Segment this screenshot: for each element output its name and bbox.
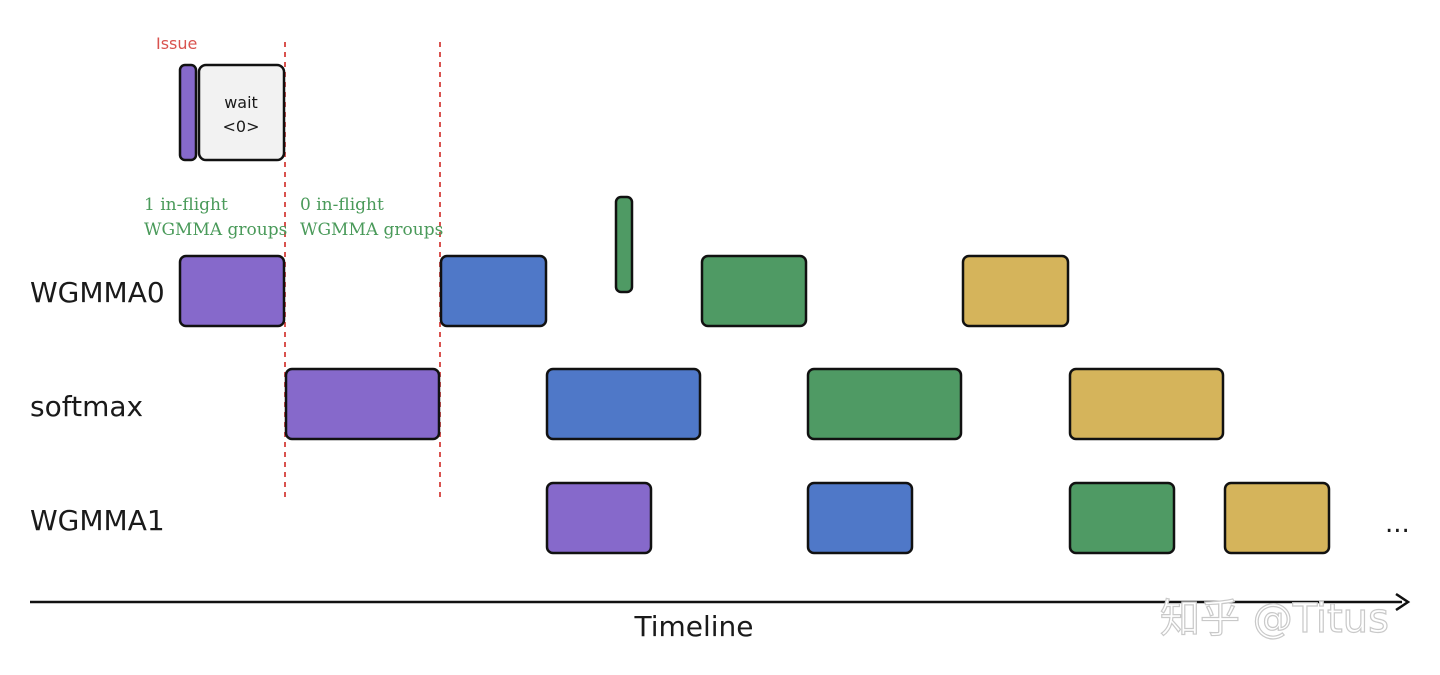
row-label-softmax: softmax	[30, 390, 143, 423]
wait-box	[197, 63, 286, 162]
timeline-blocks	[178, 254, 1331, 555]
block-softmax-blue	[545, 367, 702, 441]
row-label-wgmma0: WGMMA0	[30, 276, 165, 309]
wait-label: wait	[224, 93, 258, 112]
block-softmax-green	[806, 367, 963, 441]
annotation-0-in-flight-line2: WGMMA groups	[300, 220, 443, 240]
wait-count-label: <0>	[223, 117, 260, 136]
block-wgmma0-yellow	[961, 254, 1070, 328]
annotation-1-in-flight-line2: WGMMA groups	[144, 220, 287, 240]
row-label-wgmma1: WGMMA1	[30, 504, 165, 537]
continuation-ellipsis: ...	[1385, 509, 1410, 539]
block-softmax-yellow	[1068, 367, 1225, 441]
issue-bar	[178, 63, 198, 162]
timeline-label: Timeline	[633, 610, 753, 643]
annotation-0-in-flight-line1: 0 in-flight	[300, 195, 384, 215]
block-wgmma0-blue	[439, 254, 548, 328]
block-softmax-purple	[284, 367, 441, 441]
watermark: 知乎 @Titus	[1160, 596, 1389, 642]
block-wgmma0-green	[700, 254, 808, 328]
timeline-arrowhead	[1395, 592, 1411, 612]
block-wgmma0-purple	[178, 254, 286, 328]
issue-label: Issue	[156, 34, 197, 53]
issue-pill-green	[614, 195, 634, 294]
block-wgmma1-green	[1068, 481, 1176, 555]
annotation-1-in-flight-line1: 1 in-flight	[144, 195, 228, 215]
block-wgmma1-yellow	[1223, 481, 1331, 555]
block-wgmma1-blue	[806, 481, 914, 555]
block-wgmma1-purple	[545, 481, 653, 555]
